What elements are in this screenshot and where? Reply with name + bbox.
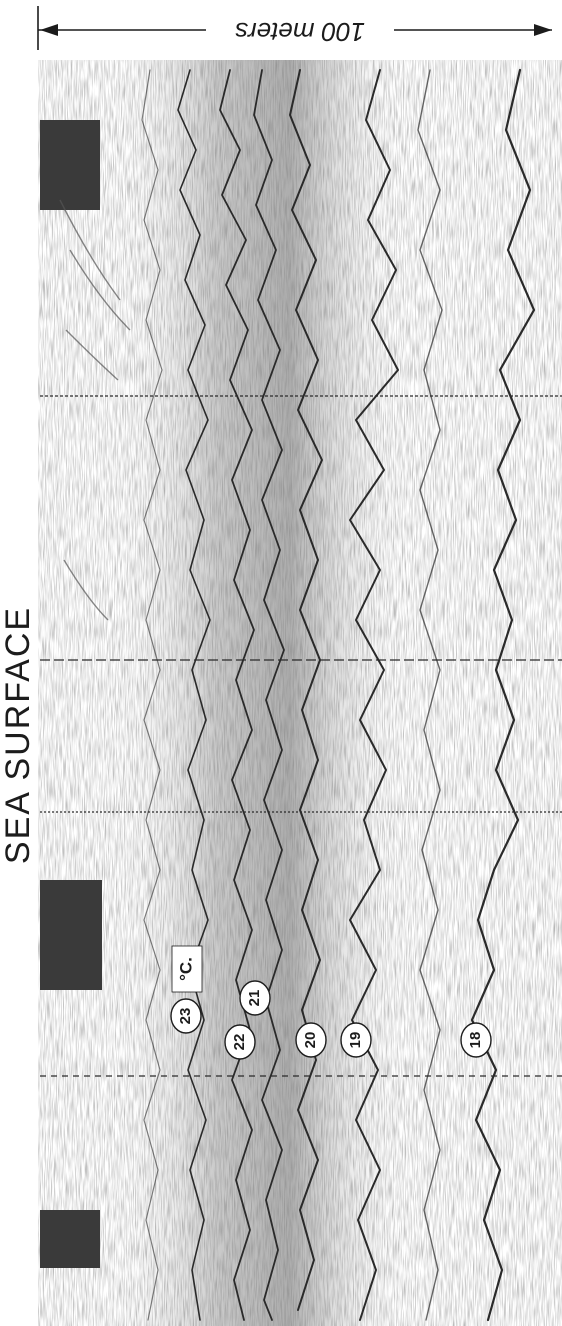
trace-extra <box>417 69 443 1321</box>
trace-extra <box>141 69 163 1321</box>
trace-23 <box>177 69 211 1321</box>
trace-21 <box>253 69 285 1321</box>
isotherm-value: 20 <box>302 1032 319 1049</box>
echogram-record <box>38 60 562 1326</box>
sea-surface-label: SEA SURFACE <box>0 606 37 864</box>
unit-label-bg <box>171 945 203 993</box>
transmission-mark <box>40 880 102 990</box>
trace-20 <box>289 69 323 1311</box>
trace-22 <box>219 69 255 1321</box>
isotherm-label-18: 18 <box>460 1022 492 1058</box>
isotherm-value: 19 <box>347 1032 364 1049</box>
isotherm-label-20: 20 <box>295 1022 327 1058</box>
isotherm-value: 21 <box>246 990 263 1007</box>
transmission-mark <box>40 1210 100 1268</box>
isotherm-label-23: 23 <box>170 998 202 1034</box>
isotherm-label-21: 21 <box>239 980 271 1016</box>
isotherm-traces <box>141 68 536 1322</box>
isotherm-label-22: 22 <box>224 1024 256 1060</box>
isotherm-label-19: 19 <box>340 1022 372 1058</box>
trace-18 <box>470 68 536 1322</box>
isotherm-value: 18 <box>467 1032 484 1049</box>
unit-label: °C. <box>176 957 195 981</box>
isotherm-value: 23 <box>177 1008 194 1025</box>
scale-bar: 100 meters <box>37 6 552 50</box>
transmission-mark <box>40 120 100 210</box>
isotherm-labels: 23 °C. 22 21 20 19 18 <box>170 945 492 1060</box>
isotherm-value: 22 <box>231 1034 248 1051</box>
trace-19 <box>349 69 399 1321</box>
surface-streaks <box>59 199 131 621</box>
scale-label: 100 meters <box>235 17 365 47</box>
